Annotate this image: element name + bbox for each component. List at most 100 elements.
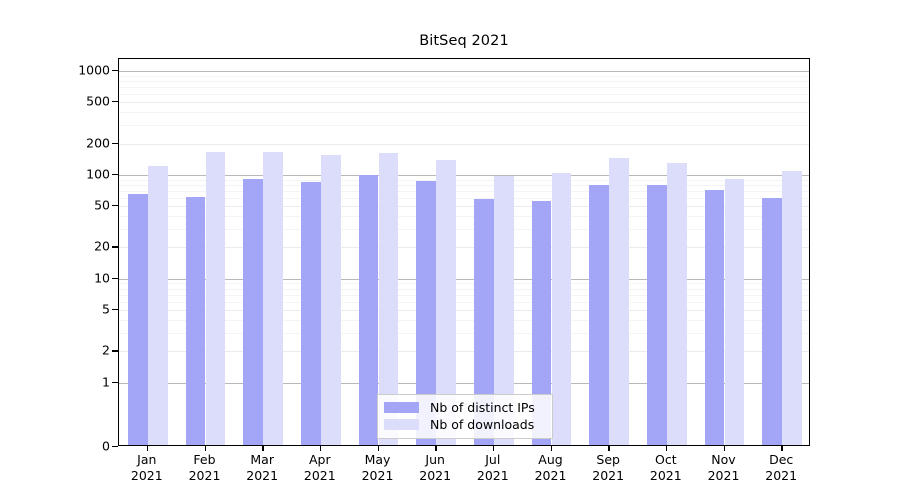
y-tick-mark-10: [112, 277, 118, 280]
y-tick-mark-0: [112, 446, 118, 448]
gridline-2: [119, 351, 809, 353]
bar-nov-distinct-ips: [704, 190, 725, 445]
bar-jan-downloads: [147, 166, 168, 445]
bar-jul-distinct-ips: [473, 198, 494, 445]
bar-apr-distinct-ips: [300, 181, 321, 445]
legend-item-downloads: Nb of downloads: [384, 416, 546, 433]
x-tick-year: 2021: [419, 467, 452, 483]
gridline-1000: [119, 70, 809, 72]
bar-aug-downloads: [551, 172, 572, 445]
gridline-1: [119, 382, 809, 384]
x-tick-month: Dec: [769, 452, 794, 467]
bar-nov-downloads: [724, 178, 745, 445]
x-tick-label-feb: Feb 2021: [189, 452, 221, 483]
x-tick-mark-apr: [319, 446, 322, 451]
gridline-20: [119, 247, 809, 249]
y-tick-mark-50: [112, 205, 118, 207]
legend-label-distinct-ips: Nb of distinct IPs: [430, 400, 535, 415]
x-tick-year: 2021: [765, 467, 798, 483]
x-tick-year: 2021: [246, 467, 279, 483]
y-tick-label-10: 10: [94, 270, 110, 286]
x-tick-mark-nov: [723, 446, 725, 451]
gridline-minor: [119, 283, 809, 285]
x-tick-label-sep: Sep 2021: [592, 452, 624, 483]
bar-mar-distinct-ips: [243, 178, 264, 445]
gridline-minor: [119, 190, 809, 192]
gridline-minor: [119, 112, 809, 114]
x-tick-label-aug: Aug 2021: [535, 452, 567, 483]
gridline-100: [119, 174, 809, 176]
y-tick-label-1000: 1000: [78, 62, 110, 78]
y-tick-mark-100: [112, 173, 118, 176]
bar-mar-downloads: [263, 151, 284, 445]
x-tick-mark-feb: [204, 446, 206, 451]
x-tick-year: 2021: [592, 467, 625, 483]
gridline-minor: [119, 301, 809, 303]
gridline-minor: [119, 216, 809, 218]
x-tick-year: 2021: [707, 467, 740, 483]
x-tick-month: Sep: [596, 452, 620, 467]
plot-area: [118, 58, 810, 446]
x-tick-month: May: [364, 452, 391, 467]
x-tick-year: 2021: [476, 467, 509, 483]
legend-swatch-downloads: [384, 419, 419, 430]
x-tick-label-oct: Oct 2021: [650, 452, 682, 483]
bar-oct-distinct-ips: [646, 185, 667, 445]
bar-jun-distinct-ips: [416, 181, 437, 445]
x-tick-mark-jul: [492, 446, 495, 451]
y-tick-label-20: 20: [94, 238, 110, 254]
y-tick-label-5: 5: [102, 301, 110, 317]
bar-dec-distinct-ips: [762, 198, 783, 445]
x-tick-year: 2021: [130, 467, 163, 483]
x-tick-mark-dec: [781, 446, 783, 451]
x-tick-mark-aug: [550, 446, 552, 451]
y-tick-label-50: 50: [94, 197, 110, 213]
y-axis-tick-labels: 0 1 2 5 10 20 50 100 200 500 1000: [50, 58, 110, 453]
legend-item-distinct-ips: Nb of distinct IPs: [384, 399, 546, 416]
x-tick-label-mar: Mar 2021: [246, 452, 278, 483]
bar-may-downloads: [378, 153, 399, 445]
x-tick-mark-oct: [665, 446, 668, 451]
bar-may-distinct-ips: [358, 175, 379, 445]
gridline-minor: [119, 288, 809, 290]
x-tick-mark-mar: [262, 446, 264, 451]
x-tick-label-jul: Jul 2021: [477, 452, 509, 483]
gridline-minor: [119, 179, 809, 181]
x-tick-year: 2021: [649, 467, 682, 483]
x-tick-label-apr: Apr 2021: [304, 452, 336, 483]
gridline-10: [119, 278, 809, 280]
gridline-minor: [119, 333, 809, 334]
gridline-minor: [119, 229, 809, 231]
x-tick-month: Nov: [711, 452, 736, 467]
bar-sep-downloads: [609, 158, 630, 445]
y-tick-label-0: 0: [102, 438, 110, 454]
gridline-minor: [119, 125, 809, 127]
legend-swatch-distinct-ips: [384, 402, 419, 413]
x-tick-month: Jul: [485, 452, 501, 467]
x-tick-label-jun: Jun 2021: [419, 452, 451, 483]
x-tick-label-dec: Dec 2021: [765, 452, 797, 483]
x-tick-month: Aug: [538, 452, 563, 467]
gridline-minor: [119, 80, 809, 82]
gridline-minor: [119, 294, 809, 296]
bar-oct-downloads: [666, 162, 687, 445]
gridline-minor: [119, 93, 809, 95]
legend-label-downloads: Nb of downloads: [430, 417, 535, 432]
y-tick-mark-20: [112, 246, 118, 248]
gridline-50: [119, 206, 809, 207]
x-tick-month: Jun: [425, 452, 445, 467]
y-tick-mark-1: [112, 381, 118, 383]
y-tick-mark-2: [112, 350, 118, 352]
y-tick-label-1: 1: [102, 374, 110, 390]
bar-dec-downloads: [782, 170, 803, 445]
y-tick-label-500: 500: [86, 93, 110, 109]
x-tick-month: Jan: [137, 452, 157, 467]
x-tick-month: Oct: [654, 452, 677, 467]
gridline-200: [119, 143, 809, 145]
bar-feb-distinct-ips: [185, 197, 206, 445]
bar-jul-downloads: [493, 176, 514, 445]
gridline-minor: [119, 86, 809, 88]
x-tick-label-nov: Nov 2021: [708, 452, 740, 483]
x-tick-month: Feb: [193, 452, 216, 467]
